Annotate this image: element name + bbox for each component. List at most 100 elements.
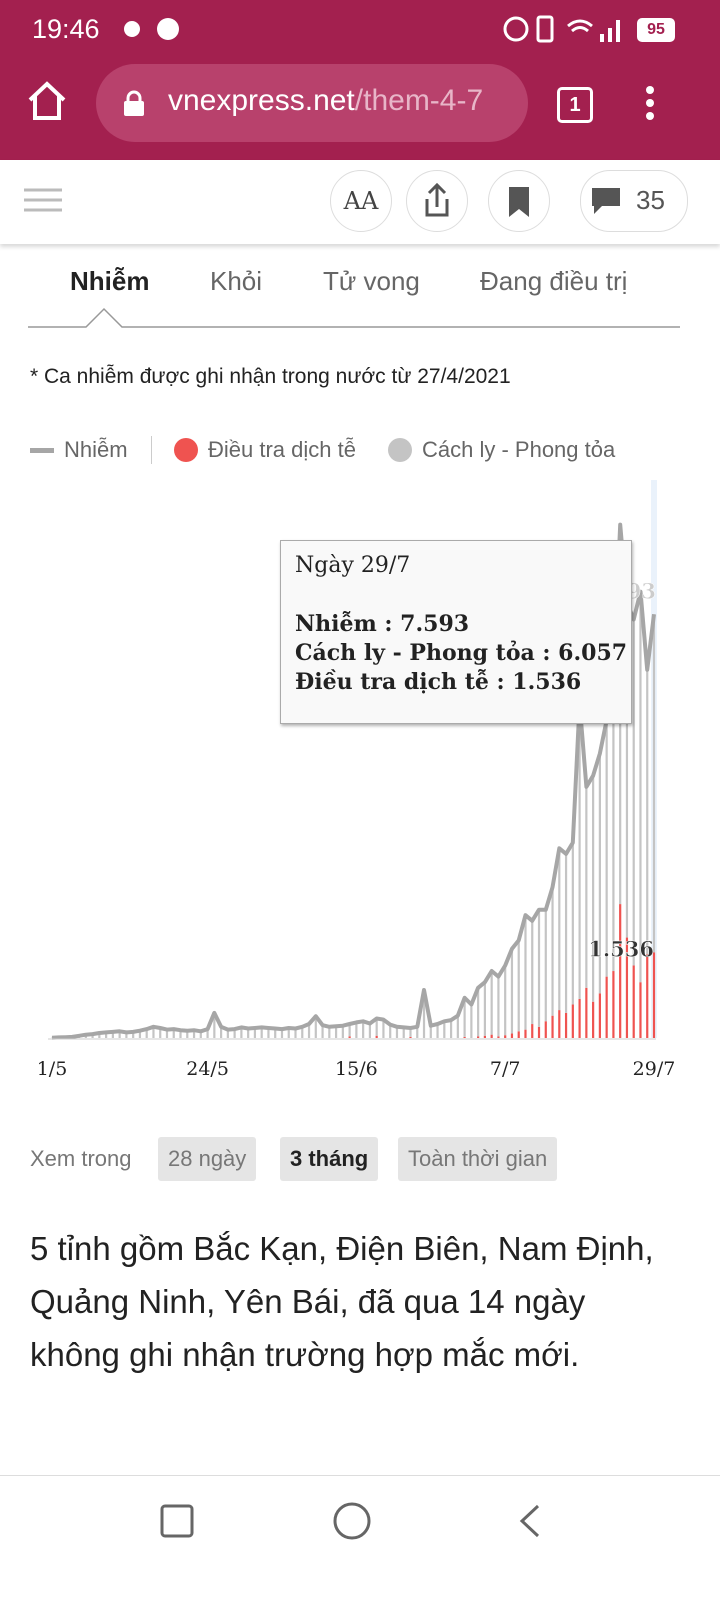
bar bbox=[558, 848, 560, 1010]
bar bbox=[646, 954, 648, 1038]
tooltip-line: Nhiễm : 7.593 bbox=[295, 611, 469, 637]
bar bbox=[646, 670, 648, 955]
share-icon bbox=[407, 171, 467, 231]
legend-swatch bbox=[388, 438, 412, 462]
status-icons bbox=[118, 14, 188, 44]
url-text: vnexpress.net/them-4-7 bbox=[168, 84, 483, 118]
bar bbox=[524, 1030, 526, 1038]
bar bbox=[504, 1035, 506, 1038]
bar bbox=[572, 1005, 574, 1038]
bar bbox=[578, 999, 580, 1038]
bar bbox=[464, 1037, 466, 1038]
bar bbox=[484, 1036, 486, 1038]
legend-divider bbox=[151, 436, 152, 464]
tab[interactable]: Khỏi bbox=[210, 266, 262, 297]
legend-label: Nhiễm bbox=[64, 437, 128, 462]
bar bbox=[409, 1037, 411, 1038]
bookmark-button[interactable] bbox=[488, 170, 550, 232]
bar bbox=[477, 1036, 479, 1038]
tab-count[interactable]: 1 bbox=[557, 87, 593, 123]
status-time: 19:46 bbox=[32, 14, 100, 45]
share-button[interactable] bbox=[406, 170, 468, 232]
bar bbox=[355, 1022, 357, 1038]
tab-underline bbox=[28, 306, 680, 330]
home-button[interactable] bbox=[26, 80, 68, 122]
legend-swatch bbox=[174, 438, 198, 462]
bar bbox=[369, 1023, 371, 1038]
font-size-button[interactable]: AA bbox=[330, 170, 392, 232]
x-tick-label: 24/5 bbox=[186, 1058, 229, 1080]
bar bbox=[551, 1016, 553, 1038]
x-tick-label: 1/5 bbox=[37, 1058, 68, 1080]
range-label: Xem trong bbox=[30, 1146, 132, 1172]
bar bbox=[612, 681, 614, 971]
bar bbox=[443, 1021, 445, 1038]
bar bbox=[531, 921, 533, 1024]
bar bbox=[524, 915, 526, 1029]
bar bbox=[504, 965, 506, 1035]
range-option[interactable]: 28 ngày bbox=[158, 1137, 256, 1181]
range-option[interactable]: 3 tháng bbox=[280, 1137, 378, 1181]
nav-icons bbox=[0, 1476, 720, 1601]
bar bbox=[585, 988, 587, 1038]
bar bbox=[362, 1021, 364, 1038]
data-label: 1.536 bbox=[588, 936, 654, 961]
bar bbox=[538, 1027, 540, 1038]
chart-note: * Ca nhiễm được ghi nhận trong nước từ 2… bbox=[30, 365, 511, 389]
bar bbox=[612, 971, 614, 1038]
x-tick-label: 29/7 bbox=[633, 1058, 676, 1080]
legend-item[interactable]: Điều tra dịch tễ bbox=[174, 436, 356, 463]
tab[interactable]: Đang điều trị bbox=[480, 266, 627, 297]
bar bbox=[497, 1036, 499, 1038]
bar bbox=[497, 977, 499, 1037]
tab[interactable]: Nhiễm bbox=[70, 266, 149, 297]
bar bbox=[376, 1036, 378, 1038]
bar bbox=[470, 1005, 472, 1038]
bar bbox=[551, 887, 553, 1015]
bar bbox=[511, 949, 513, 1034]
bar bbox=[653, 614, 655, 952]
range-option[interactable]: Toàn thời gian bbox=[398, 1137, 557, 1181]
bar bbox=[518, 1031, 520, 1038]
article-text: 5 tỉnh gồm Bắc Kạn, Điện Biên, Nam Định,… bbox=[30, 1222, 670, 1381]
nav-bar bbox=[0, 1475, 720, 1601]
legend-label: Cách ly - Phong tỏa bbox=[422, 437, 615, 462]
url-domain: vnexpress.net bbox=[168, 84, 355, 117]
bookmark-icon bbox=[489, 171, 549, 231]
bar bbox=[531, 1024, 533, 1038]
bar bbox=[491, 1035, 493, 1038]
bar bbox=[592, 1002, 594, 1038]
bar bbox=[633, 965, 635, 1038]
bar bbox=[450, 1020, 452, 1038]
legend-swatch bbox=[30, 448, 54, 453]
comment-count: 35 bbox=[636, 185, 665, 216]
bar bbox=[491, 971, 493, 1035]
bar bbox=[518, 940, 520, 1031]
x-tick-label: 15/6 bbox=[335, 1058, 378, 1080]
bar bbox=[599, 993, 601, 1038]
bar bbox=[457, 1016, 459, 1038]
bar bbox=[606, 977, 608, 1038]
bar bbox=[619, 904, 621, 1038]
bar bbox=[511, 1034, 513, 1038]
tab[interactable]: Tử vong bbox=[323, 266, 420, 297]
bar bbox=[639, 982, 641, 1038]
comment-icon bbox=[590, 186, 622, 216]
legend-item[interactable]: Nhiễm bbox=[30, 436, 128, 463]
legend-item[interactable]: Cách ly - Phong tỏa bbox=[388, 436, 615, 463]
menu-button[interactable] bbox=[640, 84, 660, 124]
lock-icon bbox=[122, 90, 146, 118]
bar bbox=[592, 776, 594, 1002]
bar bbox=[572, 843, 574, 1005]
status-icons-right bbox=[500, 12, 630, 46]
battery: 95 bbox=[637, 18, 675, 42]
bar bbox=[349, 1036, 351, 1038]
bar bbox=[484, 982, 486, 1036]
hamburger[interactable] bbox=[24, 186, 62, 214]
legend-label: Điều tra dịch tễ bbox=[208, 437, 356, 462]
url-path: /them-4-7 bbox=[355, 84, 483, 117]
bar bbox=[545, 910, 547, 1022]
bar bbox=[633, 620, 635, 966]
